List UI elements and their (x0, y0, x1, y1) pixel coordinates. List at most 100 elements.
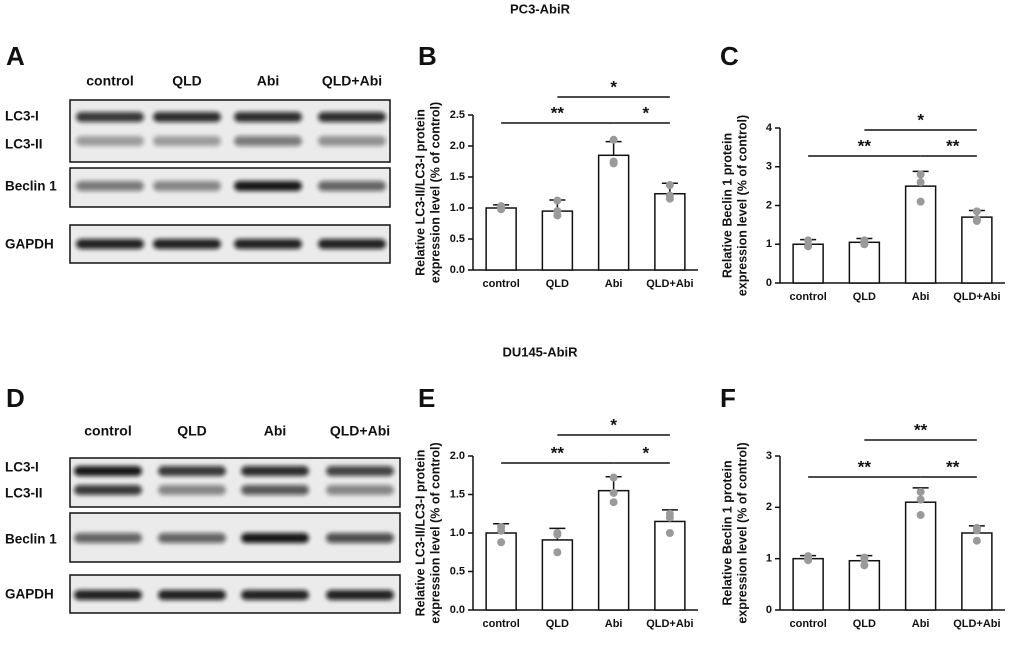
x-tick-label: QLD (546, 278, 569, 290)
significance-label: ** (551, 443, 565, 462)
lane-label: control (84, 423, 131, 439)
data-point (497, 538, 506, 547)
significance-label: ** (551, 103, 565, 122)
x-tick-label: control (789, 618, 826, 630)
x-tick-label: QLD+Abi (953, 291, 1000, 303)
blot-band (158, 533, 226, 543)
data-point (916, 178, 925, 187)
y-axis-label: Relative LC3-II/LC3-I protein (413, 450, 427, 617)
blot-band (234, 239, 302, 249)
panel-letter: E (418, 383, 435, 413)
data-point (497, 526, 506, 535)
data-point (972, 207, 981, 216)
data-point (860, 561, 869, 570)
y-axis-label: Relative Beclin 1 protein (720, 133, 734, 278)
y-tick-label: 2.0 (450, 450, 465, 462)
data-point (916, 495, 925, 504)
bar (961, 216, 993, 284)
blot-band (241, 533, 309, 543)
bar (961, 532, 993, 611)
panel-letter: F (720, 383, 736, 413)
significance-label: ** (914, 420, 928, 439)
data-point (553, 196, 562, 205)
lane-label: control (86, 73, 133, 89)
blot-band (318, 239, 386, 249)
data-point (860, 555, 869, 564)
significance-label: ** (946, 457, 960, 476)
significance-label: * (642, 443, 649, 462)
lane-label: Abi (264, 423, 287, 439)
blot-frame (69, 457, 401, 508)
blot-band (153, 136, 221, 146)
blot-band (241, 485, 309, 495)
panel-letter: D (6, 383, 25, 413)
data-point (916, 170, 925, 179)
blot-band (153, 112, 221, 122)
data-point (860, 238, 869, 247)
x-tick-label: QLD+Abi (646, 278, 693, 290)
y-tick-label: 4 (766, 122, 773, 134)
section-title: DU145-AbiR (502, 344, 578, 359)
blot-band (326, 533, 394, 543)
x-tick-label: QLD (853, 618, 876, 630)
bar (848, 241, 881, 284)
blot-band (74, 485, 142, 495)
row-label: GAPDH (5, 587, 54, 602)
bar (792, 557, 824, 611)
blot-band (76, 136, 144, 146)
data-point (553, 207, 562, 216)
blot-band (234, 181, 302, 191)
row-label: LC3-I (5, 109, 39, 124)
data-point (916, 487, 925, 496)
x-tick-label: control (482, 618, 519, 630)
y-axis-label: expression level (% of control) (428, 442, 442, 623)
y-tick-label: 1.0 (450, 527, 465, 539)
x-tick-label: QLD (546, 618, 569, 630)
panel-letter: A (6, 41, 25, 71)
blot-band (76, 112, 144, 122)
data-point (916, 197, 925, 206)
lane-label: QLD+Abi (322, 73, 382, 89)
data-point (553, 548, 562, 557)
y-tick-label: 1.0 (450, 202, 465, 214)
data-point (916, 511, 925, 520)
data-point (665, 191, 674, 200)
y-axis-label: Relative Beclin 1 protein (720, 460, 734, 605)
significance-label: * (610, 77, 617, 96)
bar (485, 207, 517, 271)
blot-band (76, 239, 144, 249)
panel-letter: C (720, 41, 739, 71)
blot-band (76, 181, 144, 191)
significance-label: ** (858, 136, 872, 155)
blot-band (326, 485, 394, 495)
x-tick-label: Abi (605, 618, 623, 630)
data-point (609, 488, 618, 497)
data-point (609, 473, 618, 482)
data-point (972, 526, 981, 535)
blot-band (153, 181, 221, 191)
y-tick-label: 0 (766, 277, 772, 289)
blot-band (318, 181, 386, 191)
blot-band (158, 590, 226, 600)
y-tick-label: 1 (766, 553, 772, 565)
blot-band (74, 533, 142, 543)
blot-band (158, 466, 226, 476)
blot-band (318, 112, 386, 122)
y-tick-label: 0.0 (450, 264, 465, 276)
lane-label: QLD+Abi (330, 423, 390, 439)
bar (597, 489, 630, 611)
blot-band (74, 466, 142, 476)
data-point (665, 181, 674, 190)
data-point (665, 513, 674, 522)
data-point (804, 242, 813, 251)
x-tick-label: QLD+Abi (646, 618, 693, 630)
panel-letter: B (418, 41, 437, 71)
significance-label: * (917, 110, 924, 129)
y-tick-label: 1 (766, 238, 772, 250)
blot-band (234, 136, 302, 146)
blot-band (318, 136, 386, 146)
blot-band (74, 590, 142, 600)
y-tick-label: 0.5 (450, 565, 465, 577)
y-tick-label: 1.5 (450, 488, 465, 500)
